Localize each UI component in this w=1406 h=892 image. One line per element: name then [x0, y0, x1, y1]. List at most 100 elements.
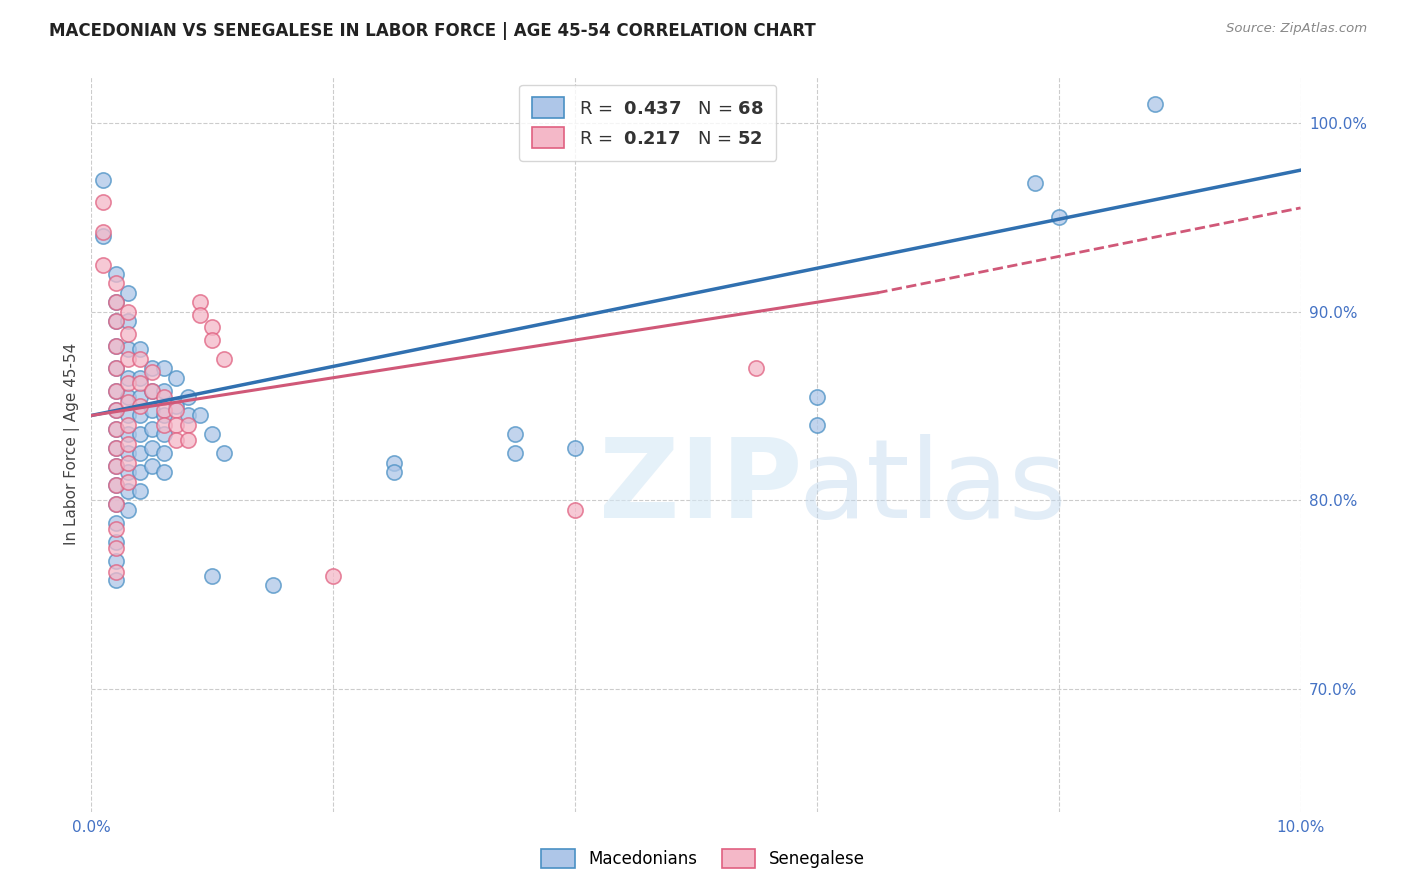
- Point: [117, 475, 139, 489]
- Point: [104, 339, 127, 353]
- Point: [93, 258, 115, 272]
- Point: [141, 384, 163, 398]
- Point: [262, 578, 284, 592]
- Point: [128, 399, 150, 413]
- Point: [104, 441, 127, 455]
- Point: [104, 478, 127, 492]
- Point: [382, 456, 405, 470]
- Point: [141, 441, 163, 455]
- Point: [141, 384, 163, 398]
- Point: [188, 295, 211, 310]
- Point: [104, 314, 127, 328]
- Point: [117, 285, 139, 300]
- Point: [128, 483, 150, 498]
- Point: [93, 172, 115, 186]
- Point: [564, 441, 586, 455]
- Point: [564, 503, 586, 517]
- Point: [177, 409, 200, 423]
- Point: [141, 422, 163, 436]
- Point: [117, 503, 139, 517]
- Point: [153, 446, 176, 460]
- Point: [153, 390, 176, 404]
- Point: [806, 390, 828, 404]
- Point: [104, 267, 127, 281]
- Point: [141, 361, 163, 376]
- Point: [104, 573, 127, 587]
- Point: [117, 437, 139, 451]
- Point: [104, 459, 127, 474]
- Point: [104, 295, 127, 310]
- Point: [117, 483, 139, 498]
- Point: [104, 402, 127, 417]
- Point: [165, 402, 187, 417]
- Point: [104, 535, 127, 549]
- Point: [165, 433, 187, 447]
- Point: [117, 351, 139, 366]
- Point: [104, 422, 127, 436]
- Point: [117, 343, 139, 357]
- Point: [153, 361, 176, 376]
- Point: [177, 417, 200, 432]
- Point: [382, 465, 405, 479]
- Point: [1047, 211, 1070, 225]
- Point: [1024, 177, 1046, 191]
- Point: [165, 399, 187, 413]
- Text: ZIP: ZIP: [599, 434, 803, 541]
- Point: [117, 390, 139, 404]
- Point: [128, 427, 150, 442]
- Point: [503, 427, 526, 442]
- Point: [214, 351, 236, 366]
- Point: [503, 446, 526, 460]
- Legend: Macedonians, Senegalese: Macedonians, Senegalese: [534, 842, 872, 875]
- Point: [104, 565, 127, 579]
- Point: [104, 516, 127, 530]
- Point: [165, 370, 187, 384]
- Point: [93, 229, 115, 244]
- Point: [153, 384, 176, 398]
- Point: [322, 569, 344, 583]
- Point: [117, 370, 139, 384]
- Point: [104, 361, 127, 376]
- Point: [1144, 97, 1167, 112]
- Point: [104, 541, 127, 555]
- Point: [128, 370, 150, 384]
- Point: [104, 554, 127, 568]
- Point: [117, 304, 139, 318]
- Point: [128, 409, 150, 423]
- Point: [104, 459, 127, 474]
- Point: [141, 365, 163, 379]
- Point: [188, 409, 211, 423]
- Point: [104, 522, 127, 536]
- Point: [104, 478, 127, 492]
- Point: [201, 333, 224, 347]
- Text: Source: ZipAtlas.com: Source: ZipAtlas.com: [1226, 22, 1367, 36]
- Point: [104, 422, 127, 436]
- Point: [128, 446, 150, 460]
- Point: [93, 195, 115, 210]
- Point: [117, 417, 139, 432]
- Point: [104, 497, 127, 511]
- Y-axis label: In Labor Force | Age 45-54: In Labor Force | Age 45-54: [65, 343, 80, 545]
- Point: [117, 456, 139, 470]
- Point: [104, 384, 127, 398]
- Point: [153, 409, 176, 423]
- Point: [104, 402, 127, 417]
- Point: [104, 497, 127, 511]
- Point: [128, 343, 150, 357]
- Point: [188, 309, 211, 323]
- Point: [128, 390, 150, 404]
- Point: [201, 427, 224, 442]
- Point: [128, 351, 150, 366]
- Point: [104, 384, 127, 398]
- Point: [104, 361, 127, 376]
- Point: [104, 295, 127, 310]
- Text: atlas: atlas: [799, 434, 1067, 541]
- Point: [201, 569, 224, 583]
- Point: [117, 446, 139, 460]
- Point: [117, 465, 139, 479]
- Text: MACEDONIAN VS SENEGALESE IN LABOR FORCE | AGE 45-54 CORRELATION CHART: MACEDONIAN VS SENEGALESE IN LABOR FORCE …: [49, 22, 815, 40]
- Point: [177, 433, 200, 447]
- Point: [153, 427, 176, 442]
- Point: [117, 314, 139, 328]
- Point: [177, 390, 200, 404]
